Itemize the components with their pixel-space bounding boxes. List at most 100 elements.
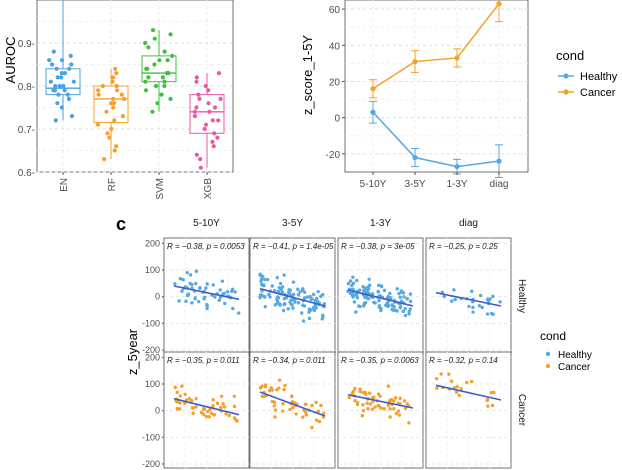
auroc-point-RF [95, 122, 101, 127]
facet-point-healthy [467, 304, 471, 309]
facet-point-cancer [386, 384, 391, 388]
facet-legend-title: cond [540, 329, 566, 343]
facet-point-healthy [408, 292, 413, 296]
facet-panels: 5-10Y 3-5Y 1-3Y diag Healthy Cancer R = −0.38,… [163, 218, 527, 469]
facet-point-cancer [199, 410, 204, 415]
auroc-point-EN [67, 66, 72, 71]
facet-point-healthy [401, 309, 405, 314]
auroc-point-EN [51, 49, 56, 54]
facet-point-cancer [489, 390, 493, 395]
auroc-point-RF [100, 83, 105, 89]
facet-point-healthy [377, 305, 382, 309]
facet-regression-line [173, 397, 240, 416]
facet-point-cancer [183, 392, 187, 396]
facet-point-cancer [175, 390, 179, 395]
facet-point-cancer [392, 406, 396, 411]
facet-point-cancer [270, 399, 275, 404]
facet-y-tick-label: 0 [155, 406, 160, 416]
auroc-point-RF [104, 109, 109, 114]
facet-point-healthy [279, 286, 283, 291]
facet-point-cancer [232, 416, 237, 420]
zscore-y-axis-label: z_score_1-5Y [300, 35, 315, 116]
facet-point-healthy [402, 295, 406, 299]
zscore-x-tick-label: 5-10Y [360, 179, 387, 190]
zscore-y-tick-label: 20 [329, 77, 341, 88]
facet-point-cancer [281, 402, 285, 406]
auroc-point-XGB [212, 131, 217, 136]
facet-point-healthy [376, 283, 381, 288]
auroc-point-RF [111, 105, 116, 110]
auroc-point-SVM [152, 36, 157, 41]
auroc-point-EN [53, 118, 58, 123]
auroc-point-RF [108, 101, 114, 106]
zscore-x-tick-label: diag [490, 179, 509, 190]
facet-y-tick-label: -200 [142, 459, 160, 469]
facet-point-healthy [377, 298, 381, 303]
auroc-y-tick-label: 0.8- [18, 82, 35, 93]
auroc-point-XGB [206, 101, 211, 106]
facet-correlation-annotation: R = −0.25, p = 0.25 [429, 242, 498, 251]
facet-point-cancer [304, 413, 309, 417]
facet-point-healthy [390, 307, 394, 312]
facet-point-healthy [265, 277, 270, 282]
auroc-point-RF [120, 114, 126, 119]
facet-point-cancer [178, 394, 182, 398]
facet-point-healthy [291, 306, 295, 310]
auroc-y-tick-label: 0.7- [18, 125, 35, 136]
facet-legend-key [545, 351, 551, 357]
facet-correlation-annotation: R = −0.32, p = 0.14 [429, 356, 498, 365]
facet-strip-label-row: Cancer [516, 394, 527, 427]
zscore-point-cancer [496, 1, 502, 7]
auroc-point-EN [68, 53, 73, 59]
auroc-point-SVM [162, 79, 167, 84]
facet-point-healthy [177, 299, 181, 303]
facet-point-healthy [314, 296, 319, 301]
facet-point-cancer [227, 413, 231, 418]
facet-point-healthy [390, 303, 395, 307]
facet-point-cancer [232, 394, 236, 398]
zscore-point-cancer [370, 86, 376, 92]
facet-point-cancer [457, 393, 461, 398]
facet-point-healthy [405, 297, 409, 301]
facet-point-healthy [319, 294, 323, 299]
facet-point-healthy [301, 319, 306, 323]
auroc-point-SVM [152, 62, 157, 67]
facet-point-healthy [312, 308, 316, 313]
facet-point-cancer [376, 392, 381, 396]
facet-point-healthy [221, 292, 225, 296]
facet-point-cancer [459, 387, 463, 391]
facet-regression-line [347, 289, 414, 307]
auroc-point-EN [62, 88, 67, 93]
facet-point-cancer [314, 418, 319, 422]
facet-strip-label-column: diag [459, 218, 478, 229]
facet-point-healthy [367, 277, 371, 281]
auroc-point-XGB [203, 83, 208, 89]
facet-point-cancer [367, 391, 372, 395]
facet-point-healthy [231, 306, 235, 311]
facet-point-cancer [263, 384, 268, 389]
facet-point-healthy [236, 311, 241, 315]
facet-point-healthy [296, 301, 301, 305]
facet-point-healthy [173, 282, 177, 286]
facet-point-cancer [282, 387, 286, 392]
auroc-point-EN [59, 58, 65, 63]
facet-point-cancer [447, 372, 451, 376]
facet-point-healthy [352, 300, 357, 304]
facet-point-healthy [442, 294, 446, 299]
facet-point-healthy [205, 282, 209, 286]
auroc-point-XGB [211, 144, 216, 149]
facet-point-healthy [384, 303, 388, 308]
auroc-point-SVM [144, 66, 149, 71]
facet-point-healthy [263, 277, 267, 282]
facet-point-cancer [175, 407, 180, 411]
auroc-point-XGB [197, 96, 202, 101]
auroc-point-XGB [192, 114, 197, 119]
facet-point-cancer [382, 406, 386, 411]
facet-point-cancer [397, 413, 402, 417]
facet-point-healthy [363, 300, 368, 305]
auroc-point-XGB [216, 71, 222, 76]
facet-point-healthy [185, 270, 189, 275]
facet-point-healthy [233, 290, 237, 294]
auroc-point-RF [107, 135, 112, 140]
facet-point-healthy [403, 307, 407, 311]
